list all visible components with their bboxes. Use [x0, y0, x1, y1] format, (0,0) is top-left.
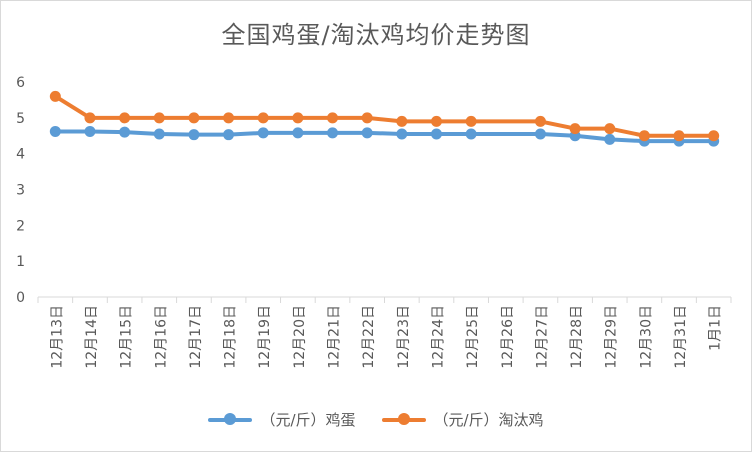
data-point-hen	[534, 115, 546, 127]
x-tick-label: 12月29日	[604, 305, 620, 369]
data-point-egg	[153, 128, 165, 140]
x-tick-label: 12月26日	[500, 305, 516, 369]
x-tick-label: 12月13日	[49, 305, 65, 369]
data-point-egg	[223, 129, 235, 141]
legend-label-hen: （元/斤）淘汰鸡	[433, 411, 544, 429]
data-point-hen	[119, 112, 131, 124]
legend-label-egg: （元/斤）鸡蛋	[260, 411, 356, 429]
x-tick-label: 12月16日	[153, 305, 169, 369]
data-point-hen	[84, 112, 96, 124]
x-tick-label: 12月18日	[223, 305, 239, 369]
y-tick-label: 2	[16, 218, 25, 234]
data-point-hen	[153, 112, 165, 124]
data-point-hen	[430, 115, 442, 127]
x-tick-label: 12月14日	[84, 305, 100, 369]
legend-item-egg: （元/斤）鸡蛋	[208, 409, 356, 430]
legend-swatch-egg	[208, 412, 253, 425]
legend: （元/斤）鸡蛋 （元/斤）淘汰鸡	[1, 409, 751, 430]
chart-title: 全国鸡蛋/淘汰鸡均价走势图	[221, 21, 531, 49]
data-point-hen	[638, 130, 650, 142]
x-tick-label: 1月1日	[708, 305, 724, 351]
data-point-hen	[188, 112, 200, 124]
legend-swatch-hen	[381, 412, 426, 425]
y-tick-label: 6	[16, 75, 25, 91]
data-point-egg	[292, 127, 304, 139]
data-point-hen	[465, 115, 477, 127]
data-point-egg	[257, 127, 269, 139]
x-tick-label: 12月15日	[119, 305, 135, 369]
x-tick-label: 12月23日	[396, 305, 412, 369]
data-point-egg	[430, 128, 442, 140]
data-point-egg	[361, 127, 373, 139]
legend-item-hen: （元/斤）淘汰鸡	[381, 409, 544, 430]
data-point-hen	[327, 112, 339, 124]
data-point-hen	[708, 130, 720, 142]
x-tick-label: 12月27日	[534, 305, 550, 369]
x-tick-label: 12月28日	[569, 305, 585, 369]
x-tick-label: 12月17日	[188, 305, 204, 369]
x-tick-label: 12月24日	[430, 305, 446, 369]
data-point-hen	[292, 112, 304, 124]
data-point-hen	[361, 112, 373, 124]
data-point-hen	[396, 115, 408, 127]
data-point-egg	[49, 125, 61, 137]
data-point-egg	[534, 128, 546, 140]
data-point-egg	[84, 125, 96, 137]
data-point-hen	[673, 130, 685, 142]
y-tick-label: 0	[16, 290, 25, 306]
x-tick-label: 12月20日	[292, 305, 308, 369]
y-tick-label: 3	[16, 183, 25, 199]
x-tick-label: 12月30日	[638, 305, 654, 369]
y-tick-label: 1	[16, 254, 25, 270]
x-tick-label: 12月31日	[673, 305, 689, 369]
x-tick-label: 12月19日	[257, 305, 273, 369]
data-point-egg	[119, 126, 131, 138]
y-tick-label: 4	[16, 147, 25, 163]
data-point-hen	[569, 123, 581, 135]
data-point-egg	[396, 128, 408, 140]
x-tick-label: 12月22日	[361, 305, 377, 369]
data-point-hen	[49, 90, 61, 102]
x-tick-label: 12月25日	[465, 305, 481, 369]
data-point-egg	[327, 127, 339, 139]
data-point-hen	[604, 123, 616, 135]
x-tick-label: 12月21日	[327, 305, 343, 369]
data-point-hen	[223, 112, 235, 124]
y-tick-label: 5	[16, 111, 25, 127]
data-point-egg	[465, 128, 477, 140]
data-point-egg	[604, 133, 616, 145]
data-point-egg	[188, 129, 200, 141]
data-point-hen	[257, 112, 269, 124]
